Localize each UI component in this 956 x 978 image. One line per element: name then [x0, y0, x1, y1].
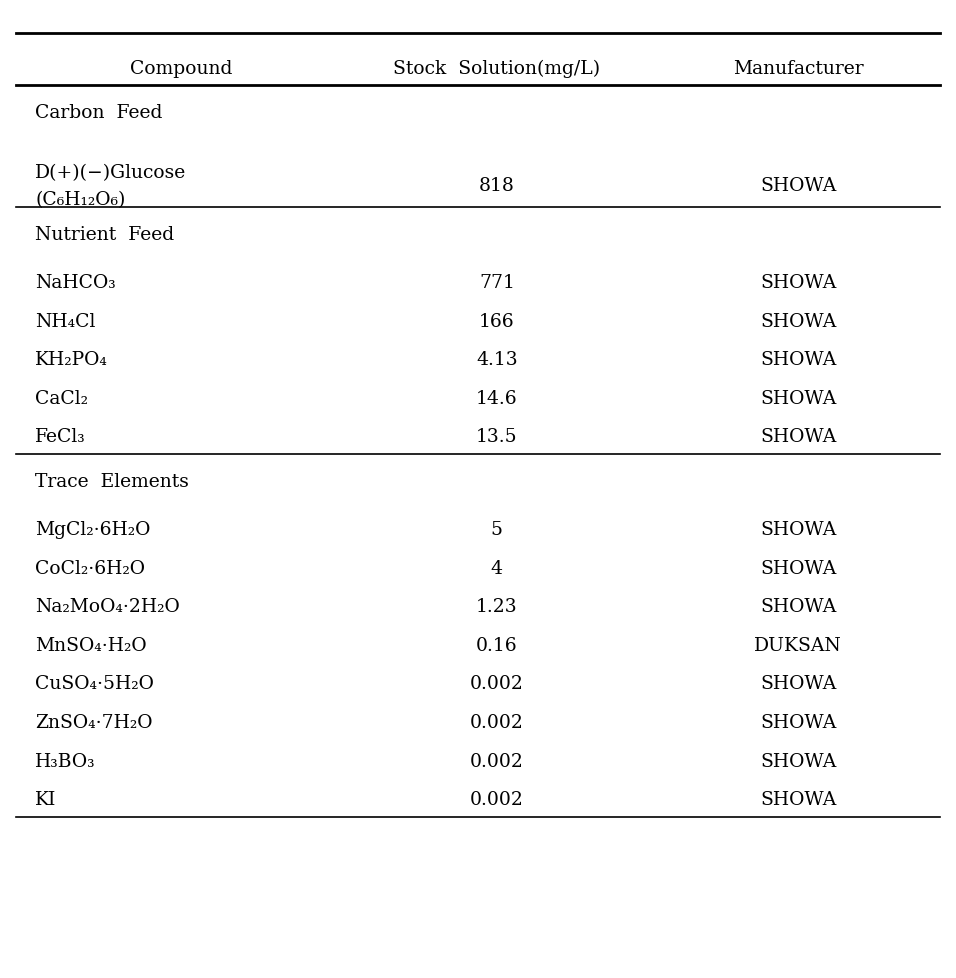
Text: CuSO₄·5H₂O: CuSO₄·5H₂O — [35, 675, 154, 692]
Text: 0.002: 0.002 — [470, 790, 524, 809]
Text: SHOWA: SHOWA — [760, 559, 836, 577]
Text: 818: 818 — [479, 177, 514, 196]
Text: (C₆H₁₂O₆): (C₆H₁₂O₆) — [35, 191, 125, 208]
Text: 13.5: 13.5 — [476, 428, 517, 446]
Text: SHOWA: SHOWA — [760, 312, 836, 331]
Text: MnSO₄·H₂O: MnSO₄·H₂O — [35, 637, 147, 654]
Text: 5: 5 — [490, 520, 503, 539]
Text: D(+)(−)Glucose: D(+)(−)Glucose — [35, 163, 186, 182]
Text: DUKSAN: DUKSAN — [754, 637, 842, 654]
Text: Compound: Compound — [130, 60, 232, 77]
Text: Nutrient  Feed: Nutrient Feed — [35, 226, 174, 244]
Text: FeCl₃: FeCl₃ — [35, 428, 86, 446]
Text: Manufacturer: Manufacturer — [733, 60, 863, 77]
Text: NH₄Cl: NH₄Cl — [35, 312, 96, 331]
Text: SHOWA: SHOWA — [760, 520, 836, 539]
Text: 166: 166 — [479, 312, 514, 331]
Text: SHOWA: SHOWA — [760, 713, 836, 732]
Text: SHOWA: SHOWA — [760, 177, 836, 196]
Text: SHOWA: SHOWA — [760, 274, 836, 291]
Text: 0.002: 0.002 — [470, 675, 524, 692]
Text: KH₂PO₄: KH₂PO₄ — [35, 351, 108, 369]
Text: KI: KI — [35, 790, 56, 809]
Text: 0.002: 0.002 — [470, 752, 524, 770]
Text: SHOWA: SHOWA — [760, 752, 836, 770]
Text: Trace  Elements: Trace Elements — [35, 472, 189, 490]
Text: SHOWA: SHOWA — [760, 790, 836, 809]
Text: 1.23: 1.23 — [476, 598, 517, 615]
Text: 4.13: 4.13 — [476, 351, 517, 369]
Text: 0.16: 0.16 — [476, 637, 517, 654]
Text: NaHCO₃: NaHCO₃ — [35, 274, 116, 291]
Text: 4: 4 — [490, 559, 503, 577]
Text: Carbon  Feed: Carbon Feed — [35, 104, 163, 122]
Text: H₃BO₃: H₃BO₃ — [35, 752, 96, 770]
Text: Stock  Solution(mg/L): Stock Solution(mg/L) — [393, 60, 600, 78]
Text: MgCl₂·6H₂O: MgCl₂·6H₂O — [35, 520, 151, 539]
Text: 771: 771 — [479, 274, 514, 291]
Text: SHOWA: SHOWA — [760, 598, 836, 615]
Text: SHOWA: SHOWA — [760, 428, 836, 446]
Text: Na₂MoO₄·2H₂O: Na₂MoO₄·2H₂O — [35, 598, 180, 615]
Text: ZnSO₄·7H₂O: ZnSO₄·7H₂O — [35, 713, 153, 732]
Text: CaCl₂: CaCl₂ — [35, 389, 88, 408]
Text: SHOWA: SHOWA — [760, 389, 836, 408]
Text: CoCl₂·6H₂O: CoCl₂·6H₂O — [35, 559, 145, 577]
Text: 14.6: 14.6 — [476, 389, 517, 408]
Text: SHOWA: SHOWA — [760, 351, 836, 369]
Text: SHOWA: SHOWA — [760, 675, 836, 692]
Text: 0.002: 0.002 — [470, 713, 524, 732]
